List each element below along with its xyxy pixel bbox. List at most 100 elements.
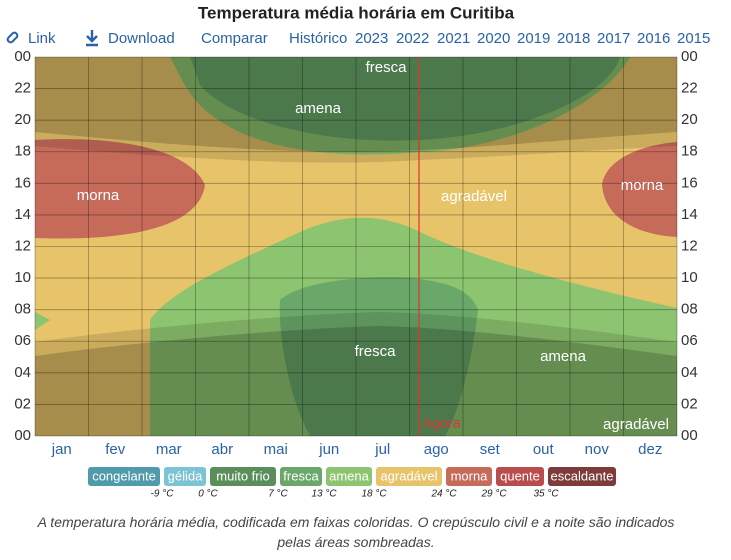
caption-line: A temperatura horária média, codificada … bbox=[37, 514, 675, 530]
legend-swatch bbox=[326, 467, 372, 486]
legend-label: morna bbox=[451, 468, 489, 483]
y-tick-label-right: 18 bbox=[681, 143, 698, 160]
legend: congelante gélida muito frio fresca amena agr… bbox=[88, 467, 616, 500]
toolbar-item[interactable]: 2023 bbox=[355, 30, 388, 47]
x-tick-label: jan bbox=[51, 441, 72, 458]
region-label: fresca bbox=[366, 59, 408, 76]
y-tick-label-right: 12 bbox=[681, 237, 698, 254]
legend-label: escaldante bbox=[551, 468, 614, 483]
x-tick-label: dez bbox=[638, 441, 662, 458]
now-label: Agora bbox=[423, 415, 461, 431]
band-morna-left bbox=[35, 139, 205, 239]
x-tick-label: mai bbox=[264, 441, 288, 458]
y-tick-label-right: 00 bbox=[681, 48, 698, 65]
legend-label: quente bbox=[500, 468, 540, 483]
x-tick-label: mar bbox=[156, 441, 182, 458]
x-tick-label: out bbox=[533, 441, 555, 458]
night-bottom bbox=[35, 326, 677, 436]
y-tick-label: 10 bbox=[14, 269, 31, 286]
threshold-label: 35 °C bbox=[533, 489, 559, 500]
y-tick-label: 16 bbox=[14, 174, 31, 191]
y-tick-label: 02 bbox=[14, 395, 31, 412]
y-tick-label: 06 bbox=[14, 332, 31, 349]
toolbar-item[interactable]: Link bbox=[28, 30, 56, 47]
y-tick-label-right: 10 bbox=[681, 269, 698, 286]
y-tick-label-right: 00 bbox=[681, 427, 698, 444]
legend-swatch bbox=[210, 467, 276, 486]
band-fresca-bottom bbox=[279, 277, 478, 436]
legend-swatch bbox=[88, 467, 160, 486]
plot bbox=[35, 57, 677, 436]
threshold-label: -9 °C bbox=[151, 489, 175, 500]
legend-label: muito frio bbox=[216, 468, 269, 483]
y-tick-label-right: 22 bbox=[681, 80, 698, 97]
toolbar-item[interactable]: 2021 bbox=[437, 30, 470, 47]
y-tick-label-right: 04 bbox=[681, 364, 698, 381]
x-tick-label: set bbox=[480, 441, 501, 458]
threshold-label: 29 °C bbox=[480, 489, 507, 500]
legend-swatch bbox=[446, 467, 492, 486]
region-label: morna bbox=[77, 187, 120, 204]
link-icon bbox=[6, 31, 19, 44]
region-label: amena bbox=[540, 348, 587, 365]
y-tick-label-right: 20 bbox=[681, 111, 698, 128]
region-label: amena bbox=[295, 100, 342, 117]
x-tick-label: jun bbox=[318, 441, 339, 458]
region-label: agradável bbox=[603, 416, 669, 433]
threshold-label: 0 °C bbox=[198, 489, 218, 500]
night-top bbox=[35, 57, 677, 152]
x-tick-label: fev bbox=[105, 441, 126, 458]
grid: 00 00 02 02 04 04 06 06 08 08 10 10 12 12 14 14 16 16 18 18… bbox=[14, 48, 697, 458]
legend-label: agradável bbox=[380, 468, 437, 483]
y-tick-label: 04 bbox=[14, 364, 31, 381]
toolbar-item[interactable]: 2016 bbox=[637, 30, 670, 47]
toolbar-item[interactable]: 2022 bbox=[396, 30, 429, 47]
threshold-label: 18 °C bbox=[361, 489, 387, 500]
toolbar-item[interactable]: 2018 bbox=[557, 30, 590, 47]
legend-swatch bbox=[548, 467, 616, 486]
x-tick-label: ago bbox=[424, 441, 449, 458]
threshold-label: 24 °C bbox=[430, 489, 457, 500]
band-amena-edge bbox=[35, 312, 50, 330]
twilight-top bbox=[35, 132, 677, 163]
caption-line: pelas áreas sombreadas. bbox=[276, 534, 434, 550]
toolbar-item[interactable]: Download bbox=[108, 30, 175, 47]
legend-swatch bbox=[496, 467, 544, 486]
toolbar-item[interactable]: 2019 bbox=[517, 30, 550, 47]
y-tick-label-right: 02 bbox=[681, 395, 698, 412]
x-tick-label: nov bbox=[585, 441, 610, 458]
download-icon bbox=[86, 30, 98, 47]
legend-label: fresca bbox=[283, 468, 319, 483]
threshold-label: 13 °C bbox=[311, 489, 337, 500]
legend-swatch bbox=[280, 467, 322, 486]
toolbar-item[interactable]: 2017 bbox=[597, 30, 630, 47]
band-fresca-top bbox=[190, 57, 620, 141]
region-label: morna bbox=[621, 177, 664, 194]
toolbar-item[interactable]: 2020 bbox=[477, 30, 510, 47]
region-label: agradável bbox=[441, 188, 507, 205]
threshold-label: 7 °C bbox=[268, 489, 288, 500]
twilight-bottom bbox=[35, 312, 677, 356]
region-label: fresca bbox=[355, 343, 397, 360]
y-tick-label: 00 bbox=[14, 48, 31, 65]
toolbar-item[interactable]: 2015 bbox=[677, 30, 710, 47]
y-tick-label: 00 bbox=[14, 427, 31, 444]
y-tick-label: 22 bbox=[14, 80, 31, 97]
y-tick-label-right: 08 bbox=[681, 301, 698, 318]
y-tick-label: 08 bbox=[14, 301, 31, 318]
y-tick-label: 12 bbox=[14, 237, 31, 254]
caption: A temperatura horária média, codificada … bbox=[37, 514, 675, 550]
y-tick-label: 18 bbox=[14, 143, 31, 160]
y-tick-label-right: 16 bbox=[681, 174, 698, 191]
legend-label: gélida bbox=[168, 468, 203, 483]
x-tick-label: abr bbox=[211, 441, 233, 458]
y-tick-label: 14 bbox=[14, 206, 31, 223]
toolbar-item: Histórico bbox=[289, 30, 347, 47]
toolbar-item[interactable]: Comparar bbox=[201, 30, 268, 47]
chart-title: Temperatura média horária em Curitiba bbox=[198, 3, 515, 22]
y-tick-label: 20 bbox=[14, 111, 31, 128]
toolbar: Link Download Comparar Histórico 2023 2022 202… bbox=[6, 30, 710, 47]
band-morna-right bbox=[602, 142, 677, 237]
